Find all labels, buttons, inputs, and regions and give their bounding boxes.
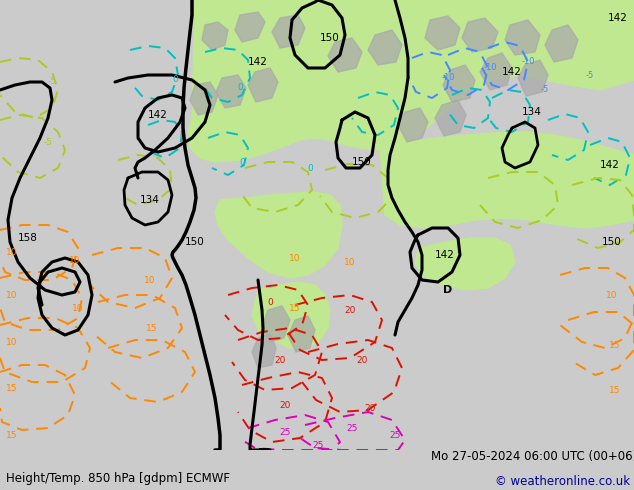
Polygon shape	[380, 132, 634, 228]
Polygon shape	[252, 334, 276, 368]
Polygon shape	[188, 0, 634, 162]
Text: 150: 150	[320, 33, 340, 43]
Text: 0: 0	[172, 75, 178, 84]
Text: 20: 20	[344, 305, 356, 315]
Text: -10: -10	[521, 57, 534, 67]
Text: 150: 150	[602, 237, 622, 247]
Text: 15: 15	[609, 386, 621, 394]
Text: 15: 15	[289, 303, 301, 313]
Polygon shape	[272, 15, 305, 48]
Polygon shape	[545, 25, 578, 62]
Polygon shape	[398, 108, 428, 142]
Text: 142: 142	[148, 110, 168, 120]
Text: 10: 10	[344, 258, 356, 267]
Text: 142: 142	[608, 13, 628, 23]
Text: -5: -5	[48, 77, 56, 87]
Text: 10: 10	[69, 255, 81, 265]
Polygon shape	[518, 60, 548, 96]
Text: 25: 25	[280, 427, 290, 437]
Text: -5: -5	[44, 138, 53, 147]
Polygon shape	[235, 12, 265, 42]
Text: -5: -5	[586, 71, 594, 79]
Text: 25: 25	[389, 431, 401, 440]
Text: 20: 20	[280, 400, 290, 410]
Text: 158: 158	[18, 233, 38, 243]
Text: 15: 15	[6, 384, 18, 392]
Text: 10: 10	[6, 338, 18, 346]
Text: 0: 0	[267, 297, 273, 307]
Text: 142: 142	[502, 67, 522, 77]
Polygon shape	[328, 38, 362, 72]
Polygon shape	[215, 192, 342, 278]
Text: 15: 15	[609, 341, 621, 349]
Text: 0: 0	[307, 164, 313, 172]
Text: 142: 142	[600, 160, 620, 170]
Text: 134: 134	[140, 195, 160, 205]
Polygon shape	[425, 16, 460, 50]
Polygon shape	[435, 100, 466, 136]
Text: 15: 15	[6, 431, 18, 440]
Polygon shape	[505, 20, 540, 55]
Polygon shape	[252, 282, 330, 350]
Text: 25: 25	[313, 441, 324, 449]
Text: 15: 15	[146, 323, 158, 333]
Text: 150: 150	[352, 157, 372, 167]
Polygon shape	[248, 68, 278, 102]
Text: 134: 134	[522, 107, 542, 117]
Text: -5: -5	[541, 85, 549, 95]
Text: 10: 10	[6, 247, 18, 256]
Text: 142: 142	[248, 57, 268, 67]
Text: D: D	[443, 285, 453, 295]
Polygon shape	[288, 316, 315, 352]
Text: 142: 142	[435, 250, 455, 260]
Text: -10: -10	[441, 74, 455, 82]
Text: © weatheronline.co.uk: © weatheronline.co.uk	[495, 474, 630, 488]
Polygon shape	[262, 306, 290, 342]
Text: 10: 10	[72, 303, 84, 313]
Text: 0: 0	[239, 157, 245, 167]
Polygon shape	[462, 18, 498, 52]
Text: 0: 0	[237, 83, 243, 93]
Text: 10: 10	[289, 253, 301, 263]
Polygon shape	[443, 65, 475, 102]
Text: Mo 27-05-2024 06:00 UTC (00+06): Mo 27-05-2024 06:00 UTC (00+06)	[431, 450, 634, 463]
Text: 20: 20	[275, 356, 286, 365]
Text: 10: 10	[6, 291, 18, 299]
Text: 25: 25	[346, 423, 358, 433]
Text: Height/Temp. 850 hPa [gdpm] ECMWF: Height/Temp. 850 hPa [gdpm] ECMWF	[6, 472, 230, 485]
Polygon shape	[190, 82, 218, 115]
Polygon shape	[202, 22, 228, 50]
Polygon shape	[480, 53, 512, 90]
Text: 20: 20	[356, 356, 368, 365]
Text: 150: 150	[185, 237, 205, 247]
Text: -10: -10	[483, 64, 497, 73]
Polygon shape	[216, 75, 246, 108]
Polygon shape	[415, 238, 515, 290]
Polygon shape	[368, 30, 402, 65]
Text: 10: 10	[606, 291, 618, 299]
Text: 20: 20	[365, 403, 376, 413]
Text: 10: 10	[145, 275, 156, 285]
